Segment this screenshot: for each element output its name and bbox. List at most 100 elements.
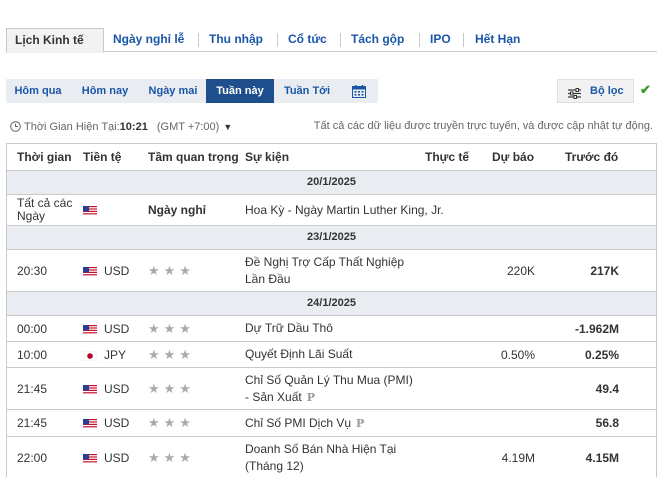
table-header: Thời gian Tiền tệ Tầm quan trọng Sự kiện…	[7, 144, 656, 171]
actual-value	[421, 250, 471, 291]
holiday-label: Ngày nghỉ	[148, 203, 207, 217]
forecast-value: 220K	[506, 263, 535, 278]
clock-icon	[10, 121, 21, 135]
event-name[interactable]: Doanh Số Bán Nhà Hiện Tại (Tháng 12)	[245, 441, 397, 473]
col-importance: Tầm quan trọng	[148, 150, 239, 164]
event-name[interactable]: Hoa Kỳ - Ngày Martin Luther King, Jr.	[245, 202, 444, 217]
event-name[interactable]: Dự Trữ Dầu Thô	[245, 321, 333, 335]
tab-expirations[interactable]: Hết Hạn	[475, 32, 521, 46]
current-time-info: Thời Gian Hiện Tại:10:21 (GMT +7:00) ▼	[10, 121, 232, 135]
range-tomorrow-button[interactable]: Ngày mai	[148, 85, 198, 97]
forecast-value	[475, 316, 535, 341]
currency-code: USD	[104, 263, 130, 278]
tab-separator	[198, 33, 199, 47]
actual-value	[421, 316, 471, 341]
table-row[interactable]: Tất cả các Ngày Ngày nghỉ Hoa Kỳ - Ngày …	[7, 195, 656, 226]
col-actual: Thực tế	[425, 150, 470, 164]
timezone-selector[interactable]: (GMT +7:00) ▼	[157, 121, 232, 133]
star-icon: ★★★	[148, 262, 195, 278]
col-previous: Trước đó	[565, 150, 619, 164]
jp-flag-icon	[82, 350, 98, 361]
range-today-button[interactable]: Hôm nay	[81, 85, 129, 97]
table-row[interactable]: 20:30 USD ★★★ Đề Nghị Trợ Cấp Thất Nghiệ…	[7, 250, 656, 292]
actual-value	[421, 342, 471, 367]
previous-value: 56.8	[595, 416, 619, 430]
table-row[interactable]: 10:00 JPY ★★★ Quyết Định Lãi Suất 0.50% …	[7, 342, 656, 368]
event-name[interactable]: Đề Nghị Trợ Cấp Thất Nghiệp Lần Đầu	[245, 254, 405, 286]
tab-dividends[interactable]: Cổ tức	[288, 32, 327, 46]
table-row[interactable]: 22:00 USD ★★★ Doanh Số Bán Nhà Hiện Tại …	[7, 437, 656, 477]
col-forecast: Dự báo	[492, 150, 535, 164]
event-time: Tất cả các Ngày	[17, 196, 73, 223]
check-icon[interactable]: ✔	[640, 82, 651, 97]
event-time: 21:45	[17, 381, 48, 396]
previous-value: 49.4	[595, 381, 619, 396]
us-flag-icon	[83, 453, 97, 464]
importance-stars: ★★★	[148, 410, 248, 436]
tab-economic-calendar[interactable]: Lịch Kinh tế	[6, 28, 104, 53]
event-name-text: Chỉ Số PMI Dịch Vụ	[245, 415, 352, 430]
calendar-tabs: Lịch Kinh tế Ngày nghỉ lễ Thu nhập Cổ tứ…	[6, 28, 657, 53]
date-row: 23/1/2025	[7, 226, 656, 250]
currency-code: USD	[104, 381, 130, 396]
tab-splits[interactable]: Tách gộp	[351, 32, 405, 46]
currency-cell	[83, 195, 143, 225]
importance-stars: ★★★	[148, 316, 248, 341]
forecast-value: 0.50%	[500, 347, 535, 362]
tab-separator	[340, 33, 341, 47]
range-this-week-button[interactable]: Tuần này	[206, 79, 274, 103]
col-currency: Tiền tệ	[83, 150, 122, 164]
actual-value	[421, 410, 471, 436]
tab-earnings[interactable]: Thu nhập	[209, 32, 263, 46]
tab-separator	[419, 33, 420, 47]
sliders-icon	[568, 85, 581, 107]
preliminary-icon: P	[306, 390, 315, 404]
us-flag-icon	[83, 324, 97, 335]
tab-separator	[463, 33, 464, 47]
importance-stars: ★★★	[148, 342, 248, 367]
currency-cell: USD	[83, 410, 143, 436]
actual-value	[421, 368, 471, 409]
event-time: 10:00	[17, 347, 48, 362]
tab-separator	[277, 33, 278, 47]
currency-cell: USD	[83, 437, 143, 477]
table-row[interactable]: 21:45 USD ★★★ Chỉ Số PMI Dịch Vụ P 56.8	[7, 410, 656, 437]
economic-calendar-table: Thời gian Tiền tệ Tầm quan trọng Sự kiện…	[6, 143, 657, 477]
table-row[interactable]: 00:00 USD ★★★ Dự Trữ Dầu Thô -1.962M	[7, 316, 656, 342]
star-icon: ★★★	[148, 380, 195, 396]
table-row[interactable]: 21:45 USD ★★★ Chỉ Số Quản Lý Thu Mua (PM…	[7, 368, 656, 410]
currency-code: JPY	[104, 347, 127, 362]
us-flag-icon	[83, 384, 97, 395]
event-time: 21:45	[17, 416, 48, 430]
currency-code: USD	[104, 321, 130, 336]
event-name[interactable]: Chỉ Số Quản Lý Thu Mua (PMI) - Sản Xuất P	[245, 368, 420, 409]
calendar-icon[interactable]	[352, 85, 366, 101]
us-flag-icon	[83, 418, 97, 429]
currency-cell: JPY	[82, 342, 143, 367]
date-row: 24/1/2025	[7, 292, 656, 316]
us-flag-icon	[83, 266, 97, 277]
event-name[interactable]: Chỉ Số PMI Dịch Vụ P	[245, 410, 420, 436]
currency-code: USD	[104, 416, 130, 430]
event-name-text: Chỉ Số Quản Lý Thu Mua (PMI) - Sản Xuất	[245, 372, 413, 404]
date-range-bar: Hôm qua Hôm nay Ngày mai Tuần này Tuần T…	[6, 79, 378, 103]
forecast-value	[475, 368, 535, 409]
event-name[interactable]: Quyết Định Lãi Suất	[245, 347, 353, 361]
currency-cell: USD	[83, 316, 143, 341]
range-next-week-button[interactable]: Tuần Tới	[283, 85, 331, 97]
col-event: Sự kiện	[245, 149, 290, 164]
previous-value: 0.25%	[584, 347, 619, 362]
event-time: 22:00	[17, 450, 48, 465]
star-icon: ★★★	[148, 346, 195, 362]
actual-value	[421, 437, 471, 477]
us-flag-icon	[83, 205, 97, 216]
currency-code: USD	[104, 450, 130, 465]
tab-holidays[interactable]: Ngày nghỉ lễ	[113, 32, 185, 46]
col-time: Thời gian	[17, 150, 72, 164]
current-time-value: 10:21	[119, 121, 148, 133]
filter-button[interactable]: Bộ lọc	[557, 79, 634, 103]
previous-value: -1.962M	[574, 321, 619, 336]
forecast-value	[475, 410, 535, 436]
tab-ipo[interactable]: IPO	[430, 32, 451, 46]
range-yesterday-button[interactable]: Hôm qua	[14, 85, 62, 97]
